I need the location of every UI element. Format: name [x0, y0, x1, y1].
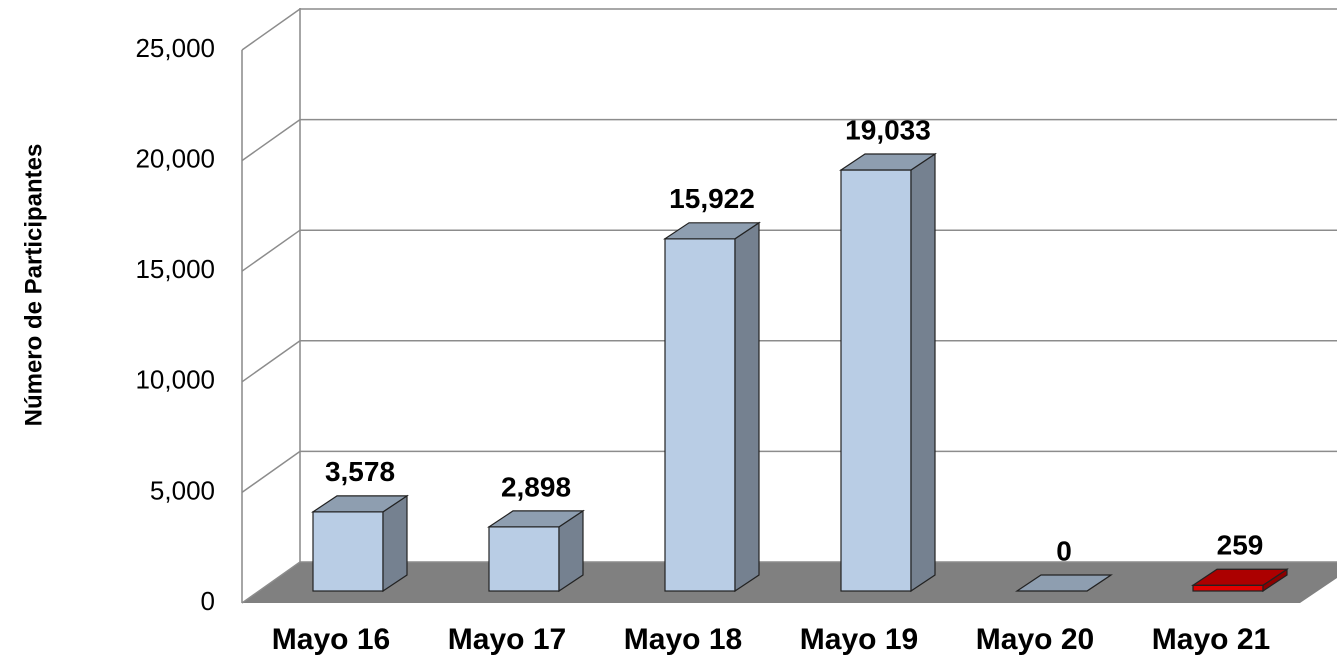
value-label: 259 [1217, 530, 1264, 561]
y-tick-label: 20,000 [135, 143, 215, 173]
value-label: 3,578 [325, 456, 395, 487]
value-label: 2,898 [501, 471, 571, 502]
y-tick-label: 25,000 [135, 33, 215, 63]
grid-line [241, 118, 1337, 162]
x-tick-label: Mayo 18 [624, 623, 742, 656]
bar-top [663, 222, 761, 240]
bar-front [840, 169, 912, 592]
bar-front [312, 511, 384, 592]
grid-line [241, 450, 1337, 494]
grid-line [241, 561, 1337, 604]
x-tick-label: Mayo 16 [272, 623, 390, 656]
bar-top [1015, 574, 1113, 592]
y-tick-label: 5,000 [150, 475, 215, 505]
grid-line [241, 8, 1337, 51]
grid-line [241, 340, 1337, 383]
bar-front [664, 238, 736, 592]
value-label: 0 [1056, 535, 1072, 566]
value-label: 15,922 [669, 183, 755, 214]
bar-side [734, 221, 760, 593]
bar-front [488, 526, 560, 592]
y-axis-title: Número de Participantes [20, 144, 47, 427]
x-tick-label: Mayo 19 [800, 623, 918, 656]
bar-side [910, 152, 936, 593]
bar-top [487, 510, 585, 528]
y-tick-label: 10,000 [135, 365, 215, 395]
value-label: 19,033 [845, 114, 931, 145]
x-tick-label: Mayo 17 [448, 623, 566, 656]
x-tick-label: Mayo 21 [1152, 623, 1270, 656]
bar-front [1192, 584, 1264, 592]
y-tick-label: 0 [201, 586, 215, 616]
bar-top [839, 153, 937, 171]
bar-top [1191, 568, 1289, 586]
bar-top [311, 495, 409, 513]
grid-line [241, 229, 1337, 272]
x-tick-label: Mayo 20 [976, 623, 1094, 656]
y-tick-label: 15,000 [135, 254, 215, 284]
